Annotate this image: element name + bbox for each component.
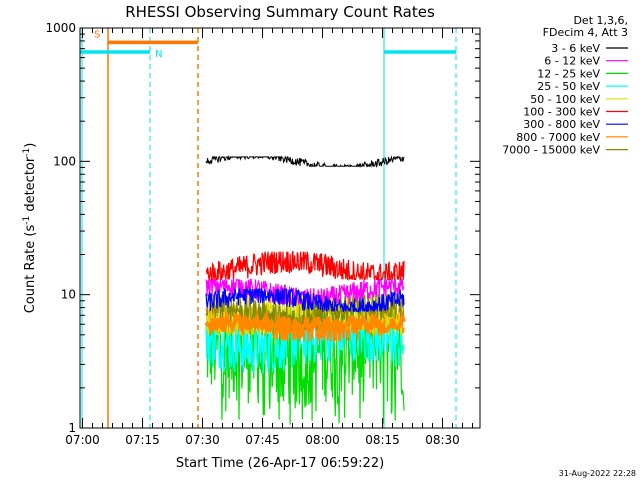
x-tick-label: 07:45 — [245, 433, 280, 447]
legend-label: 25 - 50 keV — [537, 80, 600, 93]
x-tick-label: 07:30 — [185, 433, 220, 447]
overlay-layer: SN — [80, 29, 456, 60]
x-tick-label: 08:15 — [365, 433, 400, 447]
legend-header: FDecim 4, Att 3 — [543, 26, 628, 39]
legend-label: 300 - 800 keV — [523, 118, 600, 131]
y-tick-label: 1 — [68, 421, 76, 435]
x-axis-label: Start Time (26-Apr-17 06:59:22) — [176, 456, 384, 471]
y-axis: 1 10 100 1000 — [45, 21, 480, 435]
series-line-emphasis — [204, 310, 406, 338]
legend-header: Det 1,3,6, — [573, 14, 628, 27]
chart-title: RHESSI Observing Summary Count Rates — [125, 3, 435, 21]
x-tick-label: 07:15 — [125, 433, 160, 447]
legend-label: 3 - 6 keV — [551, 42, 600, 55]
x-tick-label: 08:30 — [425, 433, 460, 447]
plot-decorations — [81, 28, 457, 428]
x-tick-label: 08:00 — [305, 433, 340, 447]
annotation-label: N — [155, 49, 162, 60]
series-line — [205, 250, 405, 282]
plot-frame — [79, 27, 481, 429]
series-line — [205, 286, 405, 314]
y-tick-label: 10 — [61, 288, 76, 302]
y-tick-label: 1000 — [45, 21, 76, 35]
series-layer — [204, 155, 406, 425]
annotation-label: S — [94, 29, 100, 40]
legend-label: 50 - 100 keV — [530, 93, 600, 106]
legend-label: 800 - 7000 keV — [516, 131, 600, 144]
legend-label: 6 - 12 keV — [544, 55, 600, 68]
series-line — [205, 155, 405, 169]
legend-label: 100 - 300 keV — [523, 106, 600, 119]
legend-label: 7000 - 15000 keV — [502, 144, 600, 157]
footer-timestamp: 31-Aug-2022 22:28 — [559, 469, 636, 478]
y-tick-label: 100 — [53, 154, 76, 168]
legend-label: 12 - 25 keV — [537, 67, 600, 80]
x-axis: 07:00 07:15 07:30 07:45 08:00 08:15 08:30 — [65, 28, 474, 447]
x-tick-label: 07:00 — [65, 433, 100, 447]
y-axis-label: Count Rate (s-1 detector-1) — [22, 143, 38, 314]
